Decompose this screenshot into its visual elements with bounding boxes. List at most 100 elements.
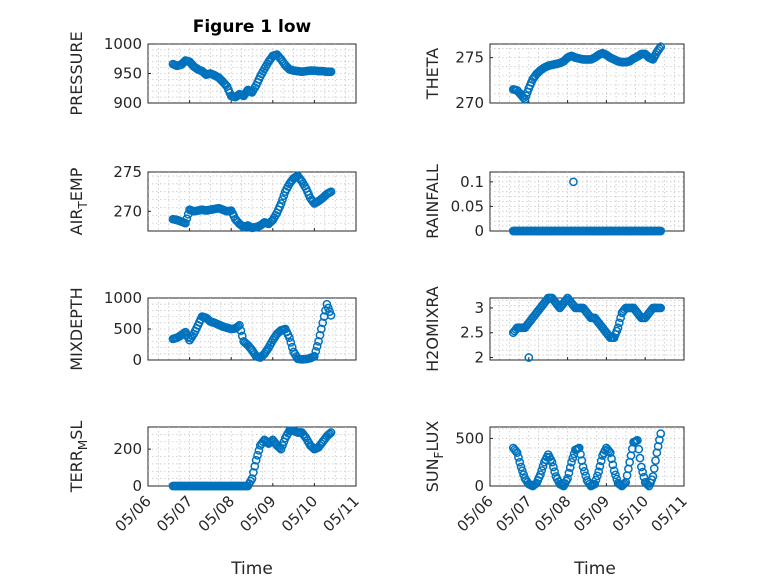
subplot-3: 270 275 AIRTEMP xyxy=(67,163,357,235)
data-point xyxy=(249,468,258,477)
data-point xyxy=(608,460,618,470)
data-point xyxy=(564,468,574,478)
data-point xyxy=(285,333,294,343)
data-point xyxy=(595,461,605,471)
y-axis-label: SUNFLUX xyxy=(423,421,446,493)
data-point xyxy=(318,318,328,328)
data-point xyxy=(515,457,525,467)
x-axis-label-right: Time xyxy=(573,559,616,579)
data-point xyxy=(655,44,664,53)
data-point xyxy=(618,480,628,490)
y-tick-label: 900 xyxy=(113,94,142,112)
data-point xyxy=(569,177,578,187)
y-tick-label: 275 xyxy=(113,163,142,181)
data-point xyxy=(580,467,589,476)
data-point xyxy=(312,342,322,351)
data-point xyxy=(276,199,286,208)
data-point xyxy=(311,346,321,356)
data-point xyxy=(182,214,192,224)
data-point xyxy=(549,462,558,472)
data-point xyxy=(550,467,560,477)
y-tick-label: 0 xyxy=(474,222,484,240)
data-point xyxy=(636,462,646,472)
data-point xyxy=(634,444,644,454)
y-axis-label: TERRMSL xyxy=(67,421,90,494)
figure-title: Figure 1 low xyxy=(193,17,312,37)
data-point xyxy=(651,456,660,465)
data-point xyxy=(567,457,576,467)
data-point xyxy=(596,456,606,466)
data-point xyxy=(591,475,601,485)
data-point xyxy=(326,67,336,77)
data-point xyxy=(656,429,666,439)
subplot-1: 900 950 1000 PRESSURE xyxy=(67,31,357,116)
y-tick-label: 950 xyxy=(113,65,142,83)
subplot-5: 0 500 1000 MIXDEPTH xyxy=(67,287,357,371)
data-point xyxy=(614,318,624,328)
data-point xyxy=(594,467,603,477)
data-point xyxy=(563,474,572,483)
subplot-4: 0 0.05 0.1 RAINFALL xyxy=(423,164,685,240)
x-axis-label-left: Time xyxy=(230,559,273,579)
data-point xyxy=(326,311,336,320)
y-tick-label: 500 xyxy=(113,320,142,338)
data-point xyxy=(605,448,615,458)
data-point xyxy=(604,446,614,456)
y-axis-label: THETA xyxy=(423,48,442,100)
data-point xyxy=(524,353,534,362)
data-point xyxy=(235,320,244,330)
data-point xyxy=(656,42,666,52)
data-point xyxy=(656,226,666,236)
data-point xyxy=(648,472,658,481)
y-axis-label: H2OMIXRA xyxy=(423,286,442,372)
data-point xyxy=(326,428,336,437)
data-point xyxy=(314,337,323,346)
data-point xyxy=(233,321,243,331)
data-point xyxy=(656,303,666,313)
data-point xyxy=(578,462,588,472)
y-tick-label: 0 xyxy=(474,477,484,495)
data-point xyxy=(565,463,575,472)
data-point xyxy=(638,467,647,477)
y-axis-label: AIRTEMP xyxy=(67,167,90,235)
data-point xyxy=(236,326,246,336)
y-tick-label: 270 xyxy=(455,94,484,112)
data-point xyxy=(300,431,310,441)
data-point xyxy=(325,429,335,439)
data-point xyxy=(315,330,325,340)
data-point xyxy=(310,351,319,361)
y-tick-label: 1000 xyxy=(104,35,142,53)
y-axis-label: RAINFALL xyxy=(423,164,442,239)
y-axis-label: PRESSURE xyxy=(67,31,86,115)
data-point xyxy=(609,466,619,476)
y-tick-label: 2.5 xyxy=(460,324,484,342)
data-point xyxy=(517,466,527,476)
data-point xyxy=(286,338,296,347)
data-point xyxy=(512,448,522,458)
y-tick-label: 500 xyxy=(455,429,484,447)
data-point xyxy=(181,218,190,228)
data-point xyxy=(514,453,523,462)
data-point xyxy=(516,462,526,472)
subplot-2: 270 275 THETA xyxy=(423,42,685,112)
data-point xyxy=(590,479,600,489)
data-point xyxy=(250,461,260,471)
y-tick-label: 1000 xyxy=(104,289,142,307)
data-point xyxy=(278,195,287,204)
data-point xyxy=(635,453,645,463)
data-point xyxy=(253,450,262,460)
data-point xyxy=(633,435,642,445)
data-point xyxy=(326,187,336,197)
data-point xyxy=(568,453,578,463)
y-tick-label: 0.05 xyxy=(451,197,484,215)
data-point xyxy=(247,474,257,483)
data-point xyxy=(251,455,261,465)
y-tick-label: 0 xyxy=(132,351,142,369)
data-point xyxy=(316,324,326,334)
data-point xyxy=(649,464,659,473)
y-tick-label: 0.1 xyxy=(460,173,484,191)
data-point xyxy=(620,479,629,488)
y-axis-label: MIXDEPTH xyxy=(67,287,86,370)
data-point xyxy=(613,323,623,333)
y-tick-label: 3 xyxy=(474,299,484,317)
